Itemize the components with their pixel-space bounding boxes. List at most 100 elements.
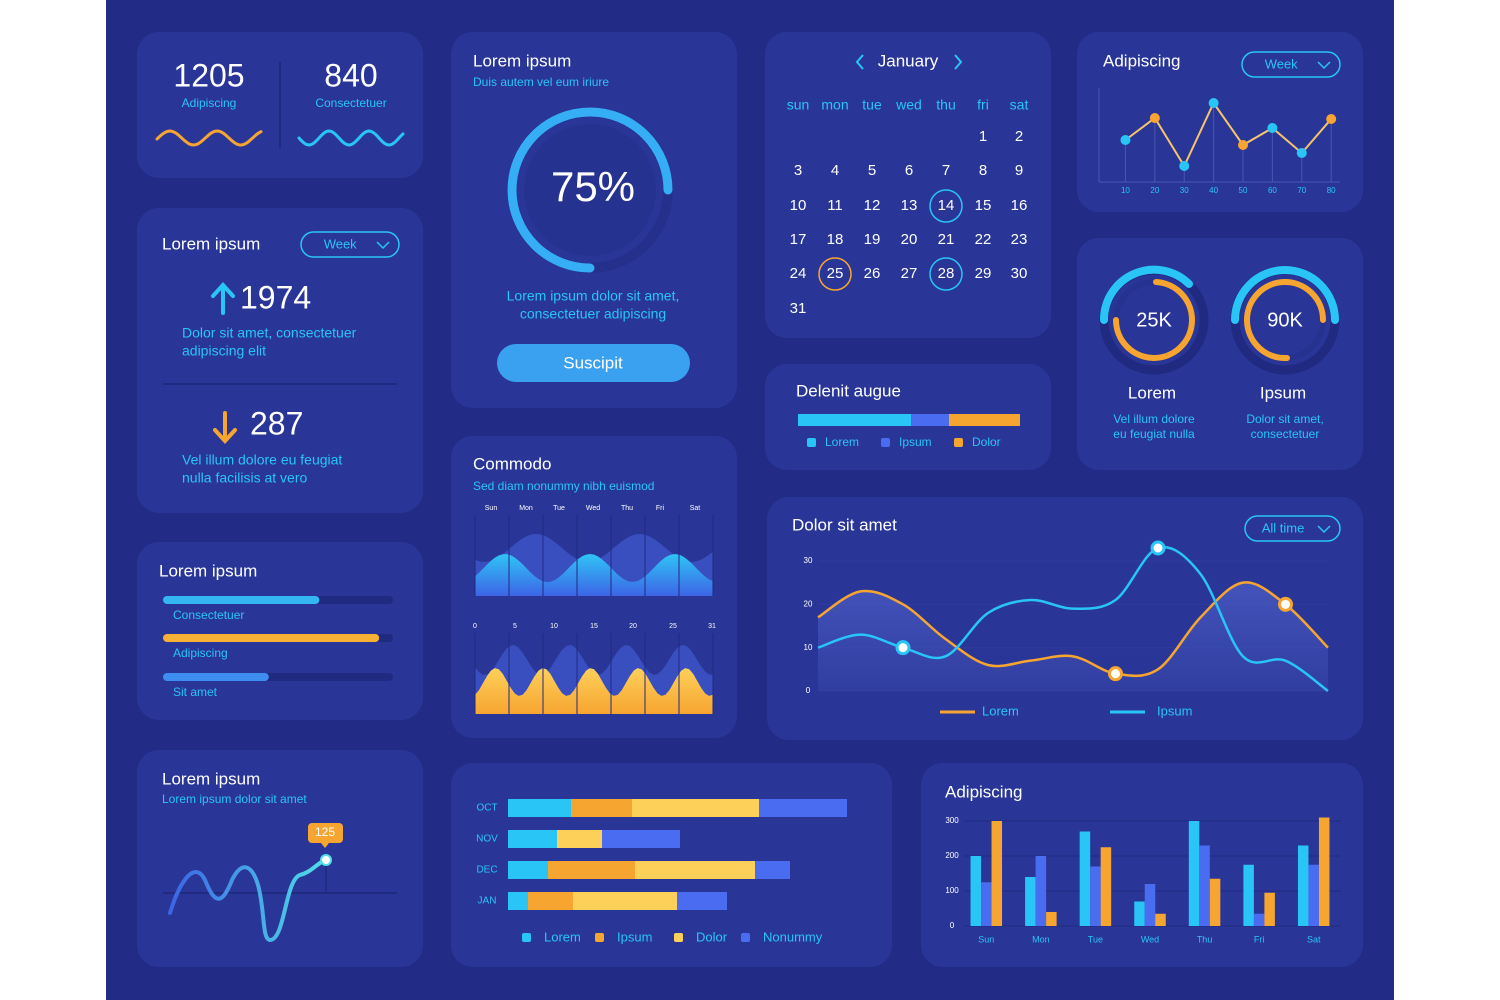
day[interactable]: 8	[979, 162, 987, 179]
day[interactable]: 24	[790, 265, 807, 282]
date-label: 15	[590, 623, 598, 630]
date-label: 20	[629, 623, 637, 630]
day[interactable]: 16	[1011, 197, 1028, 214]
day-label: Fri	[656, 505, 665, 512]
x-tick-label: Wed	[1141, 934, 1159, 944]
ring-arc	[1244, 279, 1326, 362]
legend-label: Ipsum	[617, 929, 652, 944]
legend-swatch	[807, 438, 816, 447]
weekday: tue	[862, 97, 882, 113]
weekday: sat	[1010, 97, 1029, 113]
x-tick-label: Mon	[1032, 934, 1050, 944]
point	[1149, 113, 1160, 123]
day[interactable]: 31	[790, 300, 807, 317]
day[interactable]: 10	[790, 197, 807, 214]
x-tick-label: 80	[1327, 186, 1336, 195]
prev-month[interactable]	[855, 54, 864, 70]
bar	[1264, 892, 1275, 926]
y-tick-label: 0	[806, 686, 811, 695]
x-tick-label: 30	[1180, 186, 1189, 195]
day[interactable]: 11	[827, 197, 843, 214]
bar	[1188, 821, 1200, 926]
day[interactable]: 27	[901, 265, 918, 282]
y-tick-label: 300	[945, 816, 959, 825]
day[interactable]: 26	[864, 265, 881, 282]
gauge-text: Lorem ipsum dolor sit amet,	[507, 288, 680, 304]
day[interactable]: 23	[1011, 231, 1028, 248]
metric-value: 287	[250, 405, 303, 441]
day[interactable]: 21	[938, 231, 955, 248]
bar-segment	[508, 830, 557, 848]
button-label[interactable]: Suscipit	[563, 353, 623, 372]
y-tick-label: 10	[804, 643, 813, 652]
bar-segment	[602, 830, 680, 848]
legend-label: Dolor	[696, 929, 728, 944]
day[interactable]: 22	[975, 231, 992, 248]
card	[137, 750, 423, 967]
day[interactable]: 20	[901, 231, 918, 248]
chevron	[1317, 61, 1331, 70]
gauge-text: consectetuer adipiscing	[520, 306, 666, 322]
day[interactable]: 14	[938, 197, 955, 214]
day[interactable]: 28	[938, 265, 955, 282]
point	[1108, 666, 1123, 682]
day[interactable]: 17	[790, 231, 807, 248]
weekday: fri	[977, 97, 989, 113]
dropdown[interactable]	[1241, 51, 1341, 78]
weekday: thu	[936, 97, 955, 113]
legend-label: Ipsum	[1157, 703, 1192, 718]
day[interactable]: 13	[901, 197, 918, 214]
day[interactable]: 30	[1011, 265, 1028, 282]
day[interactable]: 6	[905, 162, 913, 179]
day[interactable]: 2	[1015, 128, 1023, 145]
day[interactable]: 4	[831, 162, 839, 179]
card	[137, 208, 423, 513]
dropdown[interactable]	[1244, 515, 1341, 542]
stat-label: Consectetuer	[315, 96, 386, 110]
card-title: Adipiscing	[1103, 51, 1181, 70]
bar-segment	[508, 861, 548, 879]
bar	[1318, 817, 1330, 926]
x-tick-label: Thu	[1197, 934, 1213, 944]
progress-label: Adipiscing	[173, 646, 228, 660]
day[interactable]: 15	[975, 197, 992, 214]
day[interactable]: 7	[942, 162, 950, 179]
card-title: Lorem ipsum	[473, 51, 571, 70]
area-front	[475, 554, 713, 596]
day[interactable]: 29	[975, 265, 992, 282]
stat-value: 1205	[173, 57, 244, 93]
bar	[981, 882, 992, 926]
y-tick-label: 30	[804, 556, 813, 565]
ring-text: Dolor sit amet,	[1246, 412, 1323, 426]
weekday: sun	[787, 97, 810, 113]
wave	[297, 129, 405, 147]
arrow-up	[211, 282, 235, 315]
day[interactable]: 19	[864, 231, 881, 248]
day[interactable]: 9	[1015, 162, 1023, 179]
x-tick-label: 70	[1297, 186, 1306, 195]
y-tick-label: 100	[945, 886, 959, 895]
day[interactable]: 25	[827, 265, 844, 282]
button[interactable]	[497, 344, 690, 382]
legend-label: Lorem	[825, 435, 859, 449]
day-label: Mon	[519, 505, 533, 512]
bar-segment	[798, 414, 912, 426]
x-tick-label: Fri	[1254, 934, 1265, 944]
day[interactable]: 18	[827, 231, 844, 248]
bar	[1035, 856, 1047, 926]
dropdown[interactable]	[300, 231, 400, 258]
gauge-inner	[524, 124, 656, 256]
day[interactable]: 3	[794, 162, 802, 179]
date-label: 0	[473, 623, 477, 630]
badge-tip	[321, 843, 329, 848]
ring-arc	[1113, 279, 1195, 361]
day[interactable]: 5	[868, 162, 876, 179]
day[interactable]: 1	[979, 128, 987, 145]
card-title: Lorem ipsum	[162, 769, 260, 788]
legend-label: Lorem	[982, 703, 1019, 718]
next-month[interactable]	[954, 54, 963, 70]
bar-segment	[557, 830, 602, 848]
day-highlight	[929, 189, 963, 223]
day[interactable]: 12	[864, 197, 881, 214]
date-label: 31	[708, 623, 716, 630]
